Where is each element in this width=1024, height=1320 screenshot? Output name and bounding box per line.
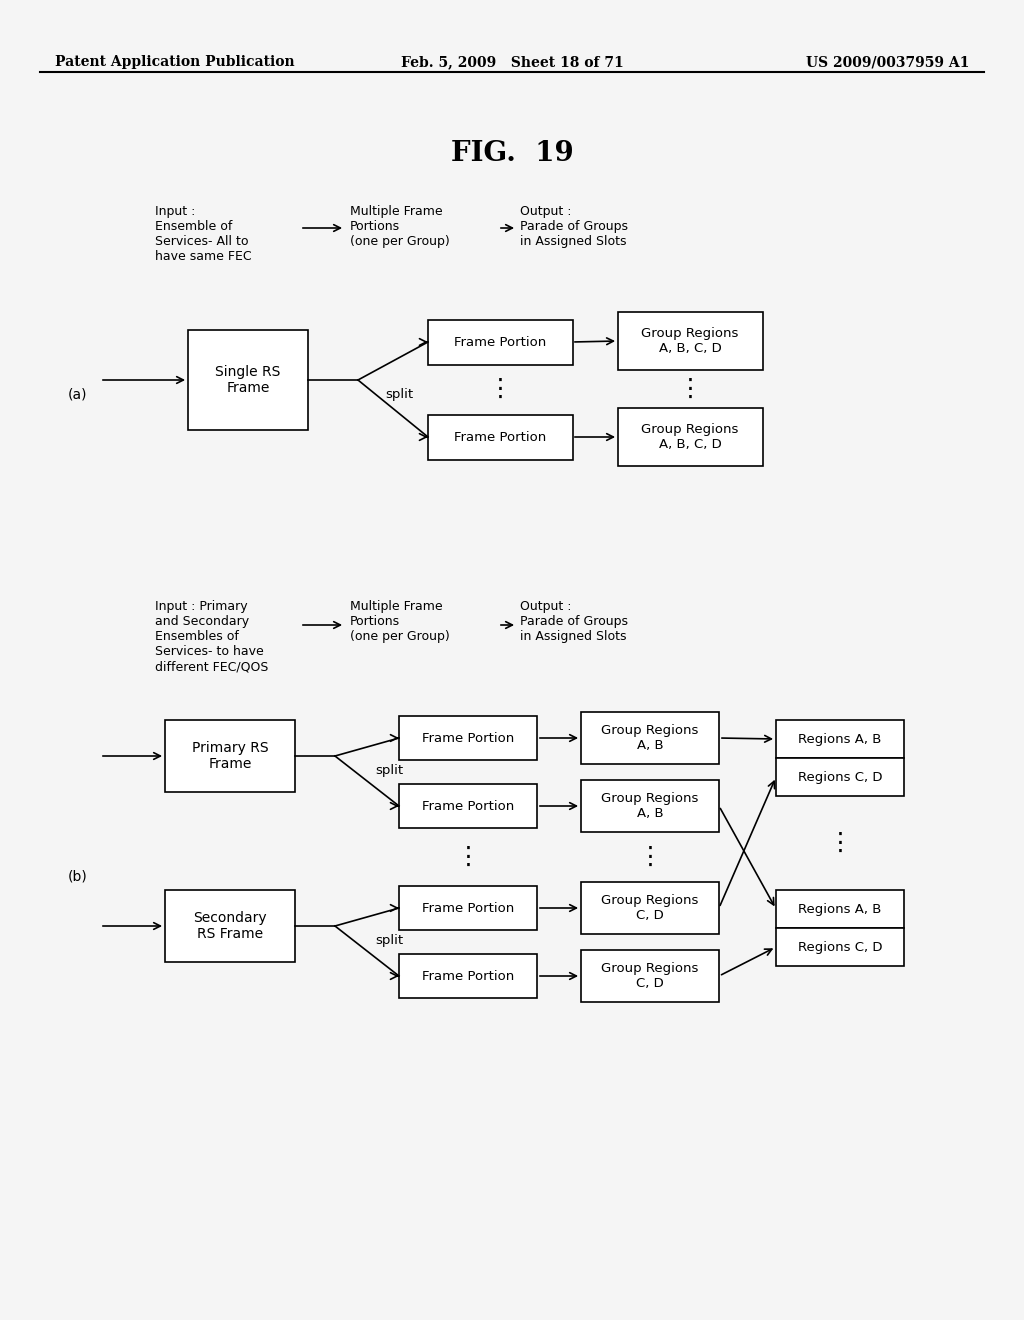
Text: Input : Primary
and Secondary
Ensembles of
Services- to have
different FEC/QOS: Input : Primary and Secondary Ensembles …	[155, 601, 268, 673]
Bar	[165, 890, 295, 962]
Bar	[165, 719, 295, 792]
Text: Multiple Frame
Portions
(one per Group): Multiple Frame Portions (one per Group)	[350, 601, 450, 643]
Text: Group Regions
C, D: Group Regions C, D	[601, 962, 698, 990]
Text: Regions C, D: Regions C, D	[798, 940, 883, 953]
Bar	[617, 312, 763, 370]
Text: split: split	[385, 388, 413, 401]
Text: Secondary
RS Frame: Secondary RS Frame	[194, 911, 267, 941]
Bar	[188, 330, 308, 430]
Bar	[399, 784, 537, 828]
Bar	[581, 711, 719, 764]
Text: Primary RS
Frame: Primary RS Frame	[191, 741, 268, 771]
Text: Frame Portion: Frame Portion	[422, 731, 514, 744]
Text: Frame Portion: Frame Portion	[454, 337, 546, 348]
Text: US 2009/0037959 A1: US 2009/0037959 A1	[806, 55, 969, 69]
Bar	[581, 950, 719, 1002]
Text: ⋮: ⋮	[638, 845, 663, 869]
Text: Group Regions
A, B, C, D: Group Regions A, B, C, D	[641, 327, 738, 355]
Bar	[399, 886, 537, 931]
Text: Frame Portion: Frame Portion	[422, 800, 514, 813]
Text: Group Regions
A, B: Group Regions A, B	[601, 792, 698, 820]
Text: split: split	[375, 764, 403, 777]
Text: ⋮: ⋮	[678, 378, 702, 401]
Text: Frame Portion: Frame Portion	[422, 969, 514, 982]
Text: ⋮: ⋮	[487, 378, 512, 401]
Bar	[776, 890, 904, 928]
Bar	[581, 780, 719, 832]
Bar	[581, 882, 719, 935]
Text: Input :
Ensemble of
Services- All to
have same FEC: Input : Ensemble of Services- All to hav…	[155, 205, 252, 263]
Text: Output :
Parade of Groups
in Assigned Slots: Output : Parade of Groups in Assigned Sl…	[520, 601, 628, 643]
Text: ⋮: ⋮	[456, 845, 480, 869]
Text: Patent Application Publication: Patent Application Publication	[55, 55, 295, 69]
Text: Regions C, D: Regions C, D	[798, 771, 883, 784]
Text: (a): (a)	[68, 388, 87, 403]
Bar	[776, 758, 904, 796]
Bar	[399, 954, 537, 998]
Text: Single RS
Frame: Single RS Frame	[215, 364, 281, 395]
Text: split: split	[375, 935, 403, 946]
Text: Regions A, B: Regions A, B	[799, 733, 882, 746]
Bar	[617, 408, 763, 466]
Text: Regions A, B: Regions A, B	[799, 903, 882, 916]
Text: ⋮: ⋮	[827, 832, 853, 855]
Text: Output :
Parade of Groups
in Assigned Slots: Output : Parade of Groups in Assigned Sl…	[520, 205, 628, 248]
Bar	[427, 319, 572, 366]
Bar	[399, 715, 537, 760]
Bar	[776, 719, 904, 758]
Text: Multiple Frame
Portions
(one per Group): Multiple Frame Portions (one per Group)	[350, 205, 450, 248]
Text: Group Regions
A, B, C, D: Group Regions A, B, C, D	[641, 422, 738, 451]
Bar	[776, 928, 904, 966]
Bar	[427, 414, 572, 459]
Text: Feb. 5, 2009   Sheet 18 of 71: Feb. 5, 2009 Sheet 18 of 71	[400, 55, 624, 69]
Text: Frame Portion: Frame Portion	[422, 902, 514, 915]
Text: Group Regions
C, D: Group Regions C, D	[601, 894, 698, 921]
Text: (b): (b)	[68, 870, 88, 884]
Text: Frame Portion: Frame Portion	[454, 432, 546, 444]
Text: FIG.  19: FIG. 19	[451, 140, 573, 168]
Text: Group Regions
A, B: Group Regions A, B	[601, 723, 698, 752]
